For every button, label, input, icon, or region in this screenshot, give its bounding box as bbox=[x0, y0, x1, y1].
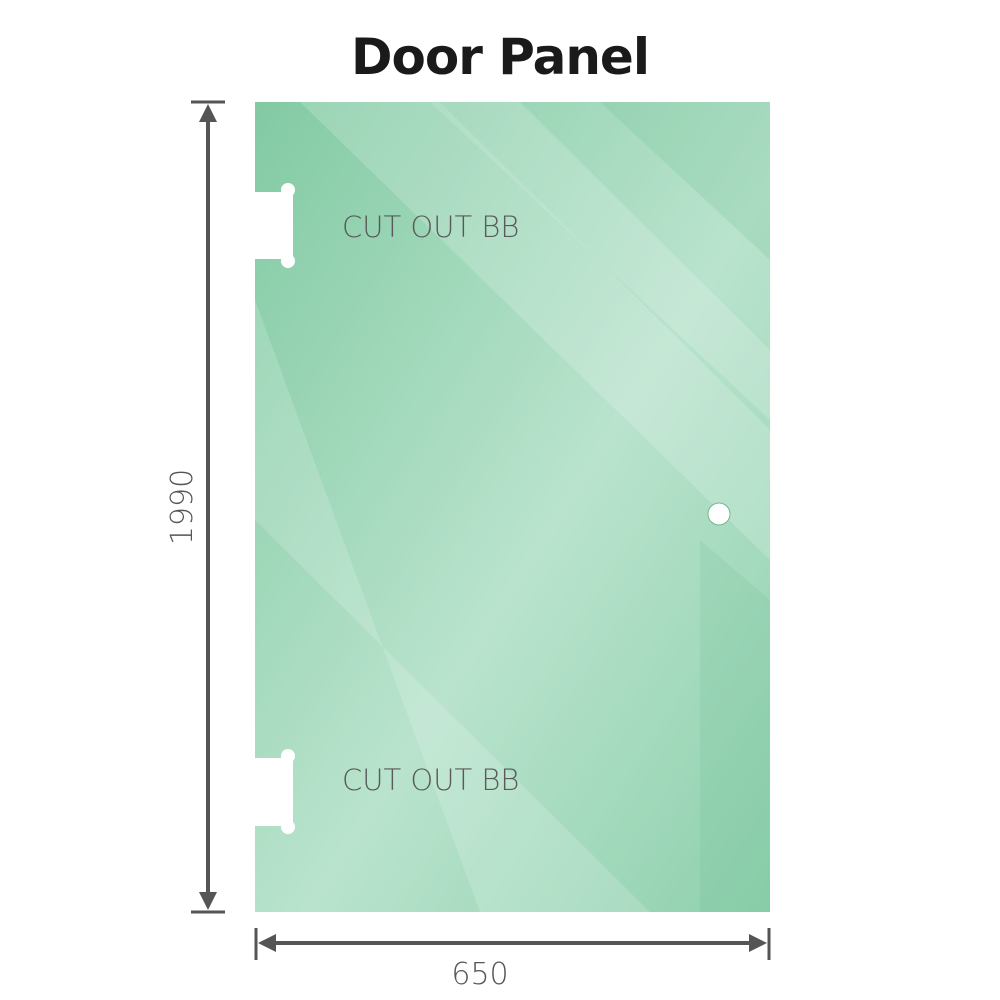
cutout-label-top: CUT OUT BB bbox=[342, 210, 519, 244]
width-label: 650 bbox=[451, 957, 508, 992]
cutout-label-bottom: CUT OUT BB bbox=[342, 763, 519, 797]
width-dimension-line bbox=[254, 928, 771, 960]
height-dimension-line bbox=[191, 100, 225, 914]
glass-panel bbox=[255, 102, 770, 912]
cutout-top bbox=[250, 183, 295, 268]
handle-hole bbox=[707, 502, 731, 526]
cutout-bottom bbox=[250, 749, 295, 834]
height-label: 1990 bbox=[165, 469, 200, 545]
diagram-title: Door Panel bbox=[351, 28, 650, 86]
